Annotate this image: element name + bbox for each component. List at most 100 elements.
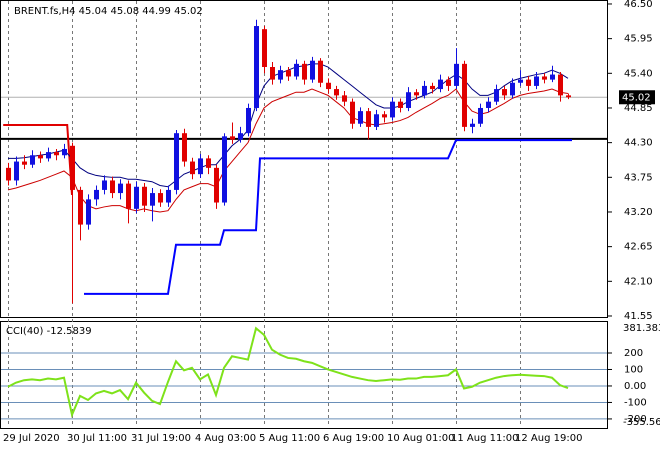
candle-body bbox=[486, 101, 491, 108]
candle-body bbox=[102, 180, 107, 190]
candle-body bbox=[478, 107, 483, 124]
candle-body bbox=[470, 123, 475, 127]
x-tick-label: 4 Aug 03:00 bbox=[195, 433, 256, 444]
candle-body bbox=[246, 107, 251, 134]
candle-body bbox=[278, 70, 283, 80]
price-tag-label: 45.02 bbox=[622, 92, 651, 103]
y-tick-label: 100 bbox=[624, 364, 643, 375]
candle-body bbox=[270, 67, 275, 80]
candle-body bbox=[310, 60, 315, 80]
x-tick-label: 12 Aug 19:00 bbox=[515, 433, 582, 444]
y-tick-label: 46.50 bbox=[624, 0, 653, 10]
candle-body bbox=[206, 158, 211, 168]
x-tick-label: 31 Jul 19:00 bbox=[131, 433, 191, 444]
candle-body bbox=[334, 89, 339, 96]
candle-body bbox=[518, 79, 523, 83]
candle-body bbox=[374, 114, 379, 127]
x-tick-label: 11 Aug 11:00 bbox=[451, 433, 518, 444]
candle-body bbox=[222, 136, 227, 203]
cci-scale-min: -355.566 bbox=[623, 417, 660, 428]
candle-body bbox=[526, 79, 531, 86]
candle-body bbox=[326, 82, 331, 90]
candle-body bbox=[462, 63, 467, 127]
x-tick-label: 6 Aug 19:00 bbox=[323, 433, 384, 444]
candle-body bbox=[534, 76, 539, 86]
candle-body bbox=[94, 189, 99, 200]
candle-body bbox=[182, 133, 187, 162]
candle-body bbox=[126, 183, 131, 209]
candle-body bbox=[38, 155, 43, 159]
y-tick-label: -100 bbox=[624, 397, 647, 408]
candle-body bbox=[134, 186, 139, 209]
step-line bbox=[84, 139, 572, 295]
candle-body bbox=[142, 186, 147, 206]
candle-body bbox=[62, 148, 67, 156]
candle-body bbox=[214, 167, 219, 203]
candle-body bbox=[230, 136, 235, 140]
candle-body bbox=[198, 158, 203, 175]
y-tick-label: 43.20 bbox=[624, 207, 653, 218]
y-tick-label: 44.30 bbox=[624, 138, 653, 149]
y-tick-label: 41.55 bbox=[624, 311, 653, 322]
candle-body bbox=[238, 133, 243, 140]
candle-body bbox=[406, 92, 411, 108]
candle-body bbox=[174, 133, 179, 190]
candle-body bbox=[422, 85, 427, 96]
candle-body bbox=[22, 161, 27, 165]
y-tick-label: 45.95 bbox=[624, 34, 653, 45]
candle-body bbox=[254, 26, 259, 108]
x-tick-label: 5 Aug 11:00 bbox=[259, 433, 320, 444]
candle-body bbox=[6, 167, 11, 181]
candle-body bbox=[318, 60, 323, 83]
candle-body bbox=[550, 74, 555, 80]
candle-body bbox=[430, 85, 435, 90]
cci-scale-max: 381.3835 bbox=[623, 323, 660, 334]
ma-line bbox=[7, 88, 569, 213]
candle-body bbox=[110, 180, 115, 194]
x-tick-label: 30 Jul 11:00 bbox=[67, 433, 127, 444]
candle-body bbox=[262, 29, 267, 68]
candle-body bbox=[446, 79, 451, 86]
y-tick-label: 200 bbox=[624, 348, 643, 359]
candle-body bbox=[510, 82, 515, 96]
candle-body bbox=[454, 63, 459, 86]
candle-body bbox=[366, 111, 371, 127]
candle-body bbox=[14, 161, 19, 181]
candle-body bbox=[358, 111, 363, 124]
candle-body bbox=[350, 101, 355, 124]
candle-body bbox=[558, 74, 563, 96]
chart-title: BRENT.fs,H4 45.04 45.08 44.99 45.02 bbox=[14, 6, 203, 17]
candle-body bbox=[118, 183, 123, 194]
price-tag bbox=[619, 90, 655, 105]
candle-body bbox=[190, 161, 195, 175]
candle-body bbox=[46, 152, 51, 159]
y-tick-label: 45.40 bbox=[624, 68, 653, 79]
candle-body bbox=[54, 152, 59, 156]
y-tick-label: 43.75 bbox=[624, 172, 653, 183]
candle-body bbox=[390, 101, 395, 118]
candle-body bbox=[542, 76, 547, 80]
candle-body bbox=[342, 95, 347, 102]
cci-line bbox=[7, 326, 569, 419]
candle-body bbox=[30, 155, 35, 165]
candle-body bbox=[566, 95, 571, 98]
candle-body bbox=[294, 63, 299, 77]
candle-body bbox=[86, 199, 91, 225]
y-tick-label: -200 bbox=[624, 414, 647, 425]
candle-body bbox=[414, 92, 419, 96]
candle-body bbox=[158, 193, 163, 203]
y-tick-label: 42.10 bbox=[624, 276, 653, 287]
candle-body bbox=[70, 145, 75, 190]
candle-body bbox=[494, 89, 499, 102]
y-tick-label: 42.65 bbox=[624, 242, 653, 253]
x-tick-label: 10 Aug 01:00 bbox=[387, 433, 454, 444]
candle-body bbox=[382, 114, 387, 118]
y-tick-label: 44.85 bbox=[624, 103, 653, 114]
cci-title: CCI(40) -12.5839 bbox=[6, 326, 92, 337]
candle-body bbox=[438, 79, 443, 90]
candle-body bbox=[302, 63, 307, 80]
candle-body bbox=[150, 193, 155, 206]
candle-body bbox=[398, 101, 403, 108]
y-tick-label: 0.00 bbox=[624, 381, 646, 392]
